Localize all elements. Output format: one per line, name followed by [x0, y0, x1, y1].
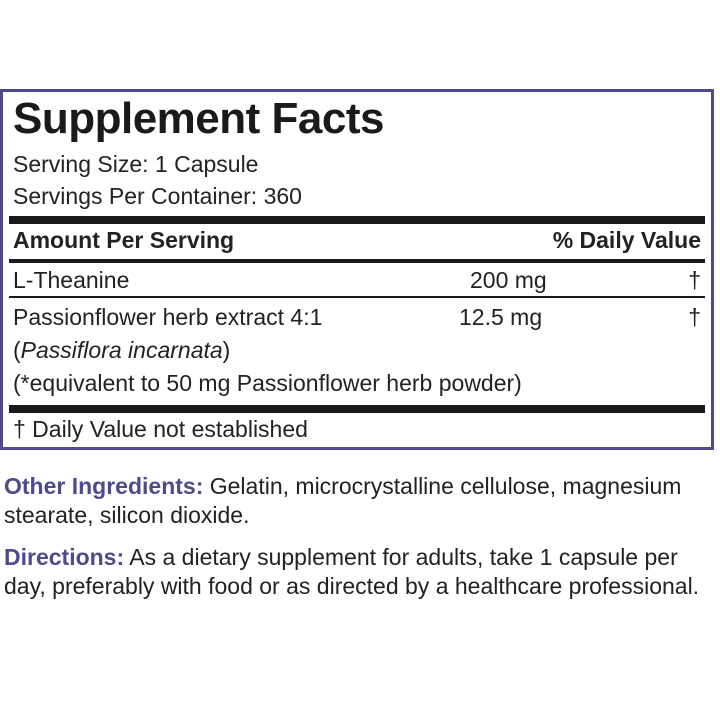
ingredient-name: Passionflower herb extract 4:1 — [13, 304, 323, 330]
ingredient-name: L-Theanine — [13, 267, 130, 293]
ingredient-dv: † — [688, 267, 701, 293]
latin-name-line: (Passiflora incarnata) — [13, 337, 231, 363]
thick-divider — [9, 405, 705, 413]
other-ingredients-text: Gelatin, microcrystalline cellulose, mag… — [4, 473, 682, 528]
other-ingredients-label: Other Ingredients: — [4, 473, 204, 499]
servings-per-container: Servings Per Container: 360 — [13, 183, 302, 209]
thick-divider — [9, 216, 705, 224]
serving-size: Serving Size: 1 Capsule — [13, 151, 259, 177]
footnote: † Daily Value not established — [13, 416, 308, 442]
header-divider — [9, 259, 705, 263]
other-ingredients: Other Ingredients: Gelatin, microcrystal… — [4, 472, 704, 530]
panel-title: Supplement Facts — [13, 94, 384, 143]
equivalent-note: (*equivalent to 50 mg Passionflower herb… — [13, 370, 522, 396]
table-row: L-Theanine 200 mg † — [13, 266, 701, 294]
supplement-facts-panel: Supplement Facts Serving Size: 1 Capsule… — [0, 89, 714, 450]
amount-per-serving-label: Amount Per Serving — [13, 227, 235, 253]
directions-text: As a dietary supplement for adults, take… — [4, 544, 700, 599]
ingredient-amount: 200 mg — [470, 267, 547, 293]
latin-name: Passiflora incarnata — [20, 337, 223, 363]
ingredient-amount: 12.5 mg — [459, 304, 543, 330]
directions-label: Directions: — [4, 544, 125, 570]
daily-value-label: % Daily Value — [552, 227, 701, 253]
directions: Directions: As a dietary supplement for … — [4, 543, 704, 601]
row-divider — [9, 296, 705, 298]
table-header: Amount Per Serving % Daily Value — [13, 226, 701, 254]
ingredient-dv: † — [688, 304, 701, 330]
table-row: Passionflower herb extract 4:1 12.5 mg † — [13, 303, 701, 331]
